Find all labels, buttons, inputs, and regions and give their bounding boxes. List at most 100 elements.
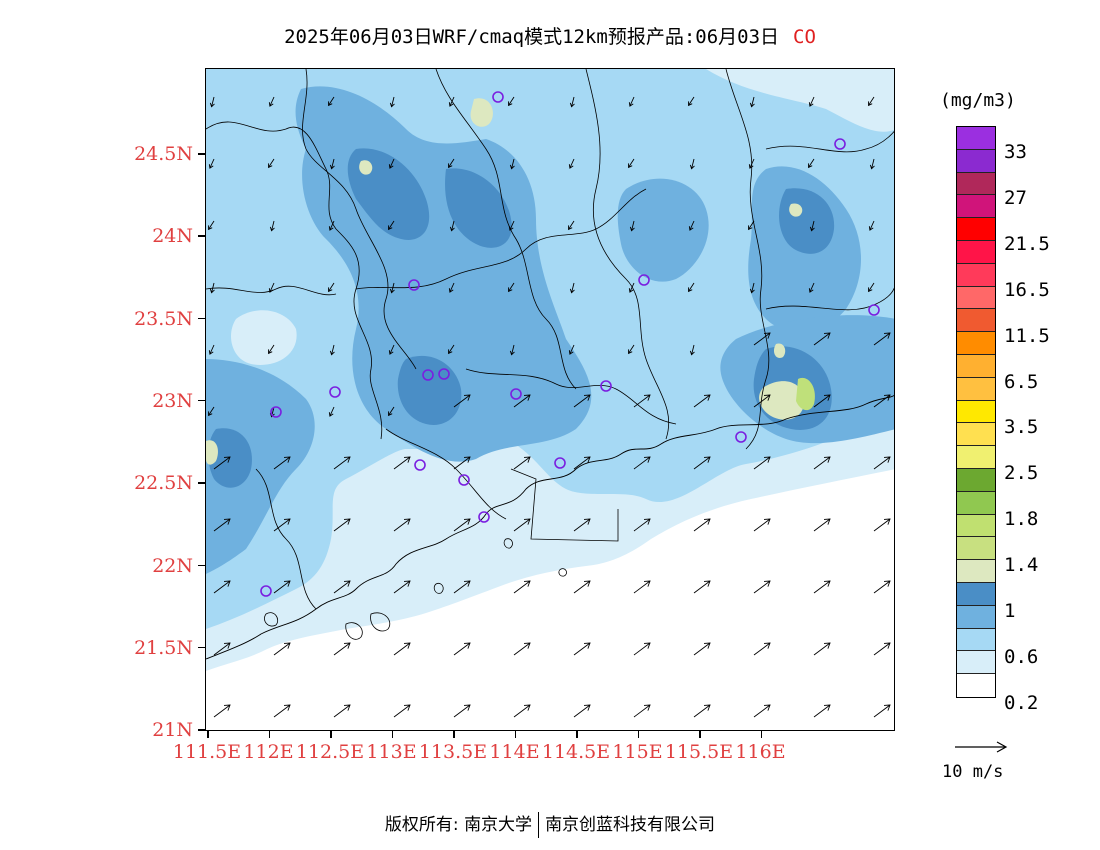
wind-arrowhead (448, 163, 453, 169)
wind-vector (753, 394, 771, 408)
station-marker[interactable] (834, 138, 846, 150)
border-north-central (302, 69, 417, 370)
lat-label: 21N (152, 719, 193, 742)
wind-arrowhead (509, 350, 515, 356)
wind-vector (629, 282, 635, 293)
wind-vector (329, 220, 335, 231)
wind-arrowhead (748, 164, 754, 169)
station-marker[interactable] (510, 388, 522, 400)
wind-vector (873, 394, 891, 408)
wind-vector (208, 220, 215, 230)
lon-tick (576, 731, 578, 738)
station-marker[interactable] (554, 457, 566, 469)
wind-arrowhead (823, 704, 831, 711)
lat-label: 23N (152, 389, 193, 412)
wind-arrowhead (523, 518, 531, 525)
org-nju: 南京大学 (464, 815, 533, 835)
lon-tick (391, 731, 393, 738)
lon-label: 113E (366, 741, 417, 763)
wind-arrowhead (703, 394, 711, 401)
wind-arrowhead (463, 580, 471, 587)
wind-arrowhead (268, 349, 273, 355)
lon-tick (453, 731, 455, 738)
wind-vector (511, 158, 515, 169)
wind-vector (871, 158, 875, 169)
colorbar-segment (957, 263, 995, 287)
station-marker[interactable] (735, 431, 747, 443)
wind-vector (573, 704, 591, 718)
wind-arrowhead (509, 164, 515, 170)
station-marker[interactable] (458, 474, 470, 486)
concentration-map[interactable] (205, 68, 895, 731)
station-marker[interactable] (270, 406, 282, 418)
station-marker[interactable] (260, 585, 272, 597)
wind-vector (388, 220, 395, 230)
wind-arrowhead (823, 642, 831, 649)
inland-low-patch-west (231, 310, 297, 365)
wind-vector (333, 456, 351, 470)
colorbar-label: 0.6 (1004, 645, 1039, 668)
lon-tick (699, 731, 701, 738)
wind-arrowhead (448, 288, 454, 293)
station-marker[interactable] (638, 274, 650, 286)
station-marker[interactable] (868, 304, 880, 316)
wind-arrowhead (283, 580, 291, 587)
border-central (355, 188, 647, 290)
wind-vector (333, 642, 351, 656)
wind-arrowhead (328, 412, 334, 417)
wind-vector (693, 518, 711, 532)
wind-arrowhead (268, 288, 274, 293)
wind-vector (513, 642, 531, 656)
wind-arrowhead (763, 704, 771, 711)
wind-vector (628, 158, 635, 168)
wind-arrowhead (883, 642, 891, 649)
wind-vector (453, 580, 471, 594)
wind-arrowhead (628, 349, 633, 355)
station-marker[interactable] (408, 279, 420, 291)
wind-vector (693, 580, 711, 594)
wind-vector (393, 704, 411, 718)
wind-vector (453, 518, 471, 532)
station-marker[interactable] (422, 369, 434, 381)
wind-vectors (208, 96, 891, 718)
station-marker[interactable] (478, 511, 490, 523)
wind-vector (693, 456, 711, 470)
wind-vector (688, 96, 695, 106)
wind-vector (753, 704, 771, 718)
island-4 (503, 538, 513, 549)
wind-arrowhead (883, 456, 891, 463)
wind-arrowhead (568, 164, 574, 169)
boundary-box-segment (510, 468, 619, 542)
region-west (206, 359, 315, 574)
coastal-low-fill (206, 410, 894, 671)
wind-vector (813, 704, 831, 718)
wind-vector (691, 158, 695, 169)
wind-arrowhead (388, 411, 393, 417)
wind-vector (509, 220, 515, 231)
border-north (435, 69, 577, 390)
station-marker[interactable] (492, 91, 504, 103)
station-marker[interactable] (414, 459, 426, 471)
colorbar-segment (957, 560, 995, 583)
wind-vector (328, 96, 335, 106)
station-marker[interactable] (329, 386, 341, 398)
wind-vector (873, 704, 891, 718)
wind-vector (753, 518, 771, 532)
colorbar-label: 27 (1004, 186, 1027, 209)
lon-label: 114E (489, 741, 540, 763)
wind-arrowhead (343, 642, 351, 649)
wind-arrowhead (883, 580, 891, 587)
wind-vector (751, 96, 755, 107)
wind-vector (869, 220, 875, 231)
concentration-fill (206, 69, 894, 671)
peak-patch-1 (470, 98, 493, 127)
wind-vector (211, 282, 215, 293)
wind-arrowhead (223, 642, 231, 649)
station-marker[interactable] (600, 380, 612, 392)
wind-vector (213, 456, 231, 470)
station-marker[interactable] (438, 368, 450, 380)
wind-arrowhead (209, 288, 215, 294)
lon-tick (637, 731, 639, 738)
border-south (385, 428, 507, 520)
lat-tick (198, 482, 205, 484)
